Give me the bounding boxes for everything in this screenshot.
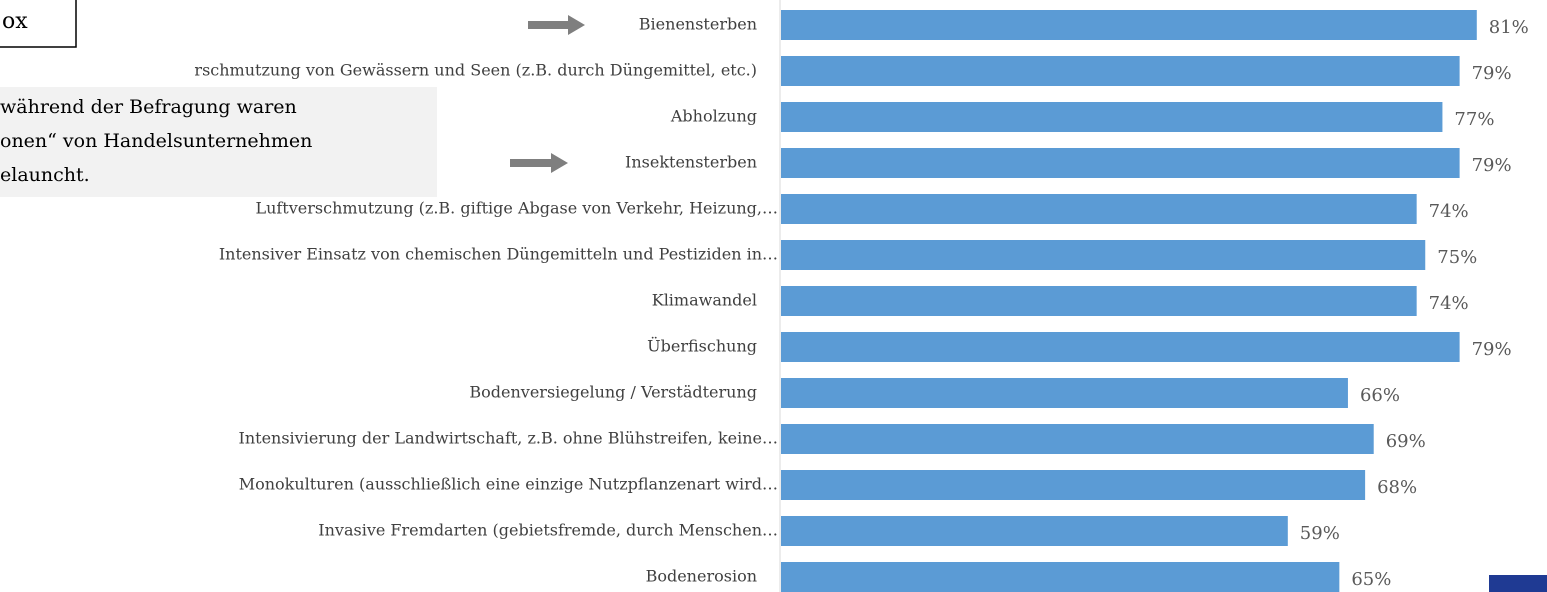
category-label: Invasive Fremdarten (gebietsfremde, durc… [318, 521, 778, 540]
category-label: Klimawandel [652, 291, 757, 310]
category-label: Intensivierung der Landwirtschaft, z.B. … [239, 429, 778, 448]
logo [1489, 575, 1547, 592]
category-label: rschmutzung von Gewässern und Seen (z.B.… [194, 61, 757, 80]
bar [781, 378, 1348, 408]
value-label: 79% [1472, 63, 1512, 84]
arrow [510, 153, 568, 173]
category-label: Bodenversiegelung / Verstädterung [469, 383, 757, 402]
value-label: 59% [1300, 523, 1340, 544]
bar [781, 424, 1374, 454]
note-line: während der Befragung waren [0, 96, 297, 118]
category-label: Luftverschmutzung (z.B. giftige Abgase v… [255, 199, 778, 218]
bar [781, 286, 1417, 316]
value-label: 75% [1437, 247, 1477, 268]
value-label: 79% [1472, 339, 1512, 360]
bar [781, 332, 1460, 362]
note-line: elauncht. [0, 164, 90, 186]
bar [781, 470, 1366, 500]
value-label: 65% [1351, 569, 1391, 590]
bar [781, 10, 1477, 40]
box-label: ox [2, 9, 28, 34]
value-label: 81% [1489, 17, 1529, 38]
value-label: 74% [1429, 201, 1469, 222]
category-label: Bienensterben [639, 15, 757, 34]
category-label: Abholzung [670, 107, 757, 126]
bar [781, 562, 1340, 592]
category-label: Monokulturen (ausschließlich eine einzig… [239, 475, 778, 494]
note-box [0, 87, 437, 197]
label-box [0, 0, 77, 48]
value-label: 77% [1454, 109, 1494, 130]
value-label: 69% [1386, 431, 1426, 452]
bar [781, 102, 1443, 132]
value-label: 74% [1429, 293, 1469, 314]
note: während der Befragung waren onen“ von Ha… [0, 96, 312, 186]
bar [781, 516, 1288, 546]
bar [781, 56, 1460, 86]
arrow [528, 15, 585, 35]
category-label: Bodenerosion [646, 567, 757, 586]
bar [781, 240, 1426, 270]
bar [781, 148, 1460, 178]
note-line: onen“ von Handelsunternehmen [0, 130, 312, 152]
category-label: Intensiver Einsatz von chemischen Düngem… [219, 245, 778, 264]
value-label: 66% [1360, 385, 1400, 406]
category-label: Insektensterben [625, 153, 757, 172]
category-label: Überfischung [647, 336, 757, 356]
value-label: 79% [1472, 155, 1512, 176]
value-label: 68% [1377, 477, 1417, 498]
bar [781, 194, 1417, 224]
